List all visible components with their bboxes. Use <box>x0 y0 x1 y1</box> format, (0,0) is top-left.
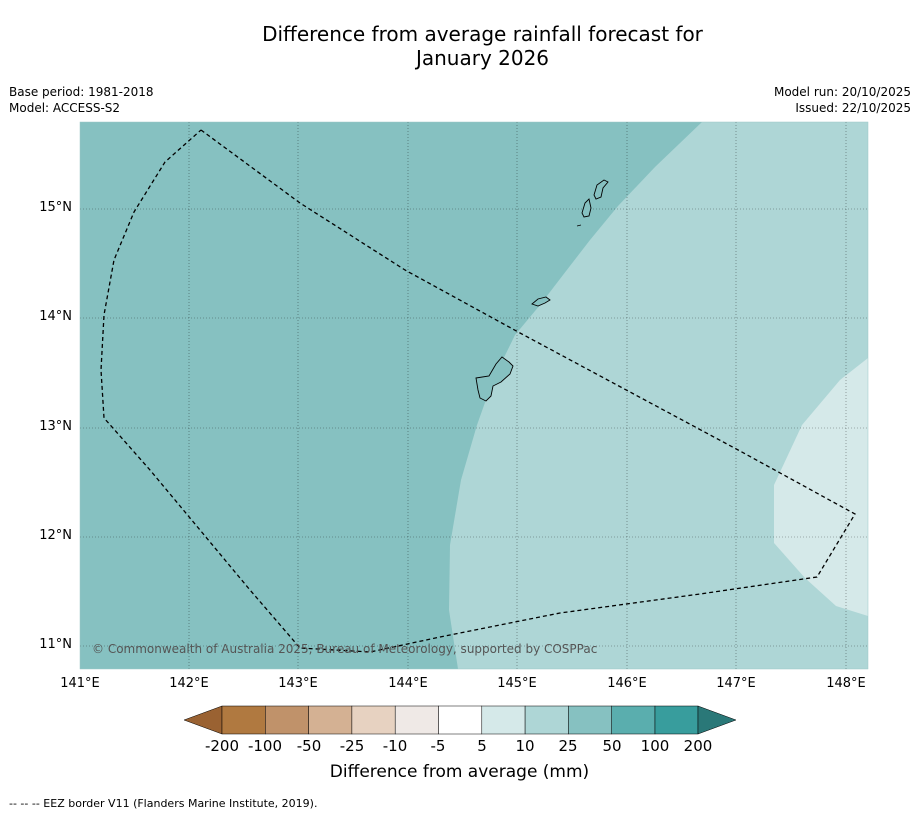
eez-border <box>100 129 856 653</box>
islands <box>475 179 609 402</box>
colorbar-tick: 5 <box>477 737 487 755</box>
model-run: Model run: 20/10/2025 <box>773 85 911 99</box>
title-line-2: January 2026 <box>415 46 550 70</box>
colorbar-tick: 50 <box>602 737 622 755</box>
island-rota <box>531 296 551 307</box>
lon-label: 145°E <box>497 676 537 691</box>
colorbar-segment <box>524 705 569 735</box>
colorbar-tick: 200 <box>683 737 713 755</box>
colorbar-tick: -5 <box>430 737 446 755</box>
lat-label: 11°N <box>39 637 72 652</box>
colorbar-segment <box>221 705 266 735</box>
lon-label: 146°E <box>607 676 647 691</box>
band-10-25 <box>449 122 868 669</box>
colorbar-segment <box>265 705 309 735</box>
colorbar-segment <box>481 705 526 735</box>
colorbar-tick: -10 <box>382 737 408 755</box>
island-guam <box>475 356 514 402</box>
colorbar-title: Difference from average (mm) <box>329 762 590 782</box>
lat-label: 14°N <box>39 309 72 324</box>
colorbar-tick: -25 <box>339 737 365 755</box>
lat-label: 13°N <box>39 419 72 434</box>
band-5-10 <box>774 358 868 616</box>
lon-label: 142°E <box>169 676 209 691</box>
gridlines <box>80 122 868 669</box>
meta-right: Model run: 20/10/2025 Issued: 22/10/2025 <box>774 84 911 116</box>
lon-label: 148°E <box>826 676 866 691</box>
meta-left: Base period: 1981-2018 Model: ACCESS-S2 <box>9 84 154 116</box>
colorbar-segment <box>654 705 699 735</box>
chart-title: Difference from average rainfall forecas… <box>0 22 919 70</box>
lon-label: 147°E <box>716 676 756 691</box>
colorbar-tick: 10 <box>515 737 535 755</box>
island-tinian <box>581 198 592 218</box>
colorbar-tick: -200 <box>204 737 240 755</box>
colorbar-segment <box>611 705 656 735</box>
colorbar-segment <box>697 705 737 735</box>
model-name: Model: ACCESS-S2 <box>9 101 121 115</box>
island-aguijan <box>576 224 582 227</box>
lon-label: 143°E <box>278 676 318 691</box>
colorbar-segment <box>438 705 483 735</box>
base-period: Base period: 1981-2018 <box>9 85 154 99</box>
colorbar-tick: -100 <box>247 737 283 755</box>
colorbar-segment <box>308 705 353 735</box>
colorbar-segment <box>183 705 223 735</box>
lon-label: 144°E <box>388 676 428 691</box>
copyright-text: © Commonwealth of Australia 2025, Bureau… <box>92 642 597 656</box>
colorbar-tick: 100 <box>640 737 670 755</box>
issued-date: Issued: 22/10/2025 <box>795 101 911 115</box>
lat-label: 12°N <box>39 528 72 543</box>
title-line-1: Difference from average rainfall forecas… <box>262 22 703 46</box>
colorbar-segment <box>568 705 612 735</box>
colorbar-tick: -50 <box>296 737 322 755</box>
footnote: -- -- -- EEZ border V11 (Flanders Marine… <box>9 797 318 810</box>
lon-label: 141°E <box>60 676 100 691</box>
colorbar-segment <box>351 705 396 735</box>
colorbar-tick: 25 <box>558 737 578 755</box>
lat-label: 15°N <box>39 200 72 215</box>
colorbar-segment <box>394 705 439 735</box>
island-saipan <box>593 179 609 200</box>
